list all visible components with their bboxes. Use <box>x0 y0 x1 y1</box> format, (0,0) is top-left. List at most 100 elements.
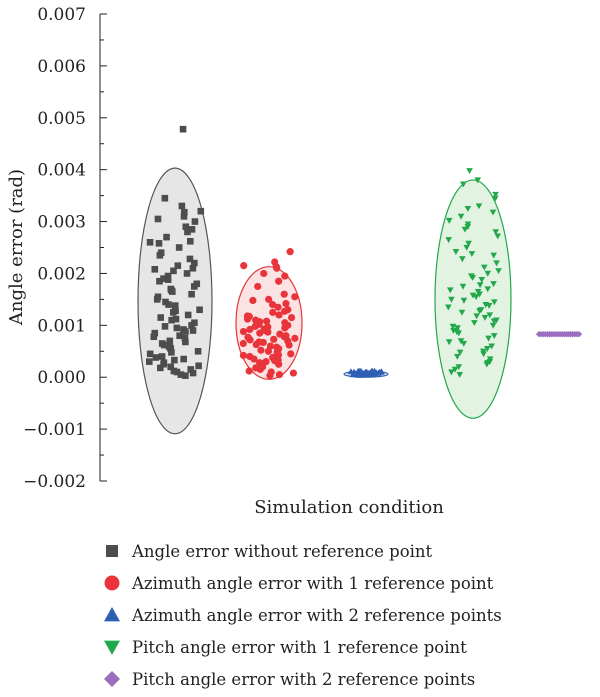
data-point <box>164 272 172 280</box>
data-point <box>262 317 271 325</box>
y-axis-label: Angle error (rad) <box>6 169 27 326</box>
data-point <box>491 299 498 306</box>
data-point <box>245 312 253 321</box>
data-point <box>445 304 452 311</box>
legend-item: Angle error without reference point <box>106 542 433 561</box>
data-point <box>189 327 197 334</box>
data-point <box>181 335 189 342</box>
data-point <box>269 308 277 316</box>
data-point <box>464 205 472 212</box>
data-point <box>271 357 279 365</box>
data-point <box>166 337 174 345</box>
data-point <box>481 264 488 271</box>
data-point <box>459 181 467 188</box>
legend-item: Pitch angle error with 1 reference point <box>104 638 467 657</box>
data-point <box>161 323 169 330</box>
data-point <box>476 308 483 315</box>
data-point <box>150 333 158 341</box>
data-point <box>281 324 289 332</box>
data-point <box>377 368 385 375</box>
data-point <box>184 228 191 236</box>
data-point <box>152 354 160 361</box>
data-point <box>180 213 188 220</box>
data-point <box>365 370 372 377</box>
data-point <box>281 272 289 280</box>
data-point <box>244 333 252 341</box>
data-point <box>459 256 466 263</box>
data-point <box>289 369 298 377</box>
data-point <box>488 343 495 350</box>
data-point <box>265 295 273 303</box>
data-point <box>163 233 170 241</box>
data-point <box>260 269 268 278</box>
data-point <box>476 282 484 289</box>
data-point <box>492 195 499 202</box>
data-point <box>275 311 283 319</box>
legend-item: Pitch angle error with 2 reference point… <box>104 670 475 689</box>
data-point <box>189 264 197 272</box>
data-point <box>175 244 183 251</box>
data-point <box>350 370 358 377</box>
data-point <box>239 339 247 348</box>
data-point <box>196 306 203 314</box>
data-point <box>178 202 186 210</box>
data-point <box>160 360 167 368</box>
x-axis-label: Simulation condition <box>254 497 444 518</box>
data-point <box>456 349 464 356</box>
data-point <box>181 208 188 216</box>
y-tick-label: 0.000 <box>37 368 86 388</box>
data-point <box>575 330 583 338</box>
y-tick-label: −0.002 <box>23 472 86 492</box>
data-point <box>259 338 267 347</box>
data-point <box>197 207 205 215</box>
data-point <box>256 329 264 337</box>
data-point <box>485 302 493 309</box>
data-point <box>145 358 153 365</box>
data-point <box>264 323 272 331</box>
data-point <box>459 283 467 290</box>
data-point <box>156 277 163 285</box>
data-point <box>471 320 478 327</box>
data-point <box>281 307 289 315</box>
data-point <box>173 324 181 332</box>
data-point <box>360 371 368 378</box>
data-point <box>492 229 500 236</box>
y-tick-label: 0.003 <box>37 213 86 233</box>
data-point <box>189 369 197 377</box>
data-point <box>157 364 164 372</box>
data-point <box>180 355 187 363</box>
data-point <box>445 339 453 346</box>
data-point <box>460 297 468 304</box>
data-point <box>466 168 473 175</box>
legend-label: Pitch angle error with 2 reference point… <box>132 670 475 689</box>
y-tick-label: 0.007 <box>37 5 86 25</box>
data-point <box>287 350 295 358</box>
data-point <box>239 327 248 336</box>
data-point <box>157 314 165 321</box>
data-point <box>478 277 486 283</box>
legend: Angle error without reference point Azimu… <box>104 542 502 689</box>
data-point <box>445 237 452 244</box>
data-point <box>182 372 189 379</box>
data-point <box>179 125 187 133</box>
y-tick-label: −0.001 <box>23 420 86 440</box>
data-point <box>270 335 278 343</box>
data-point <box>475 203 483 210</box>
data-point <box>454 325 461 332</box>
data-point <box>357 368 365 375</box>
data-point <box>484 286 492 293</box>
data-point <box>461 226 469 233</box>
legend-item: Azimuth angle error with 1 reference poi… <box>104 574 494 593</box>
data-point <box>460 340 468 347</box>
data-point <box>154 215 162 223</box>
legend-label: Pitch angle error with 1 reference point <box>132 638 467 657</box>
data-point <box>172 307 179 315</box>
data-point <box>494 233 502 240</box>
data-point <box>446 287 454 294</box>
data-point <box>280 290 288 298</box>
data-point <box>184 311 192 319</box>
legend-label: Angle error without reference point <box>131 542 433 561</box>
data-point <box>474 177 482 184</box>
data-point <box>275 371 284 379</box>
data-point <box>170 267 177 275</box>
